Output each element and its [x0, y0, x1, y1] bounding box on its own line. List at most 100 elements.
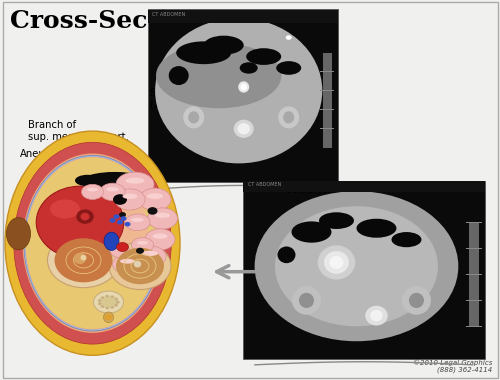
Ellipse shape	[134, 246, 166, 267]
Ellipse shape	[275, 206, 438, 326]
Bar	[469, 223, 479, 327]
Ellipse shape	[356, 219, 397, 238]
Bar	[148, 10, 338, 23]
Ellipse shape	[292, 222, 332, 243]
Ellipse shape	[106, 187, 119, 192]
Circle shape	[113, 194, 127, 205]
Ellipse shape	[142, 251, 158, 256]
Ellipse shape	[240, 62, 258, 74]
Ellipse shape	[238, 123, 250, 135]
Bar	[466, 222, 482, 223]
Bar	[466, 300, 482, 301]
Ellipse shape	[392, 232, 422, 247]
Bar	[320, 90, 334, 91]
Ellipse shape	[292, 286, 321, 315]
Ellipse shape	[22, 154, 162, 333]
Ellipse shape	[82, 172, 148, 189]
Ellipse shape	[402, 286, 431, 315]
Ellipse shape	[147, 193, 163, 199]
Circle shape	[105, 295, 109, 298]
Circle shape	[286, 35, 292, 40]
Ellipse shape	[204, 36, 244, 55]
Ellipse shape	[137, 241, 148, 245]
Ellipse shape	[82, 184, 104, 200]
Circle shape	[105, 306, 109, 309]
Ellipse shape	[324, 251, 349, 274]
Circle shape	[104, 314, 112, 320]
Ellipse shape	[152, 234, 168, 239]
Ellipse shape	[87, 188, 98, 192]
Text: Aneurysm: Aneurysm	[20, 149, 84, 171]
Circle shape	[100, 305, 104, 308]
Circle shape	[116, 301, 119, 304]
Circle shape	[109, 242, 171, 290]
Ellipse shape	[110, 244, 130, 258]
Ellipse shape	[120, 259, 135, 264]
Ellipse shape	[254, 191, 458, 341]
Ellipse shape	[183, 106, 204, 128]
Circle shape	[116, 248, 164, 284]
Circle shape	[114, 304, 118, 307]
Ellipse shape	[52, 180, 148, 276]
Bar	[242, 180, 485, 359]
Ellipse shape	[155, 18, 322, 163]
Ellipse shape	[80, 255, 86, 261]
Ellipse shape	[75, 175, 100, 186]
Ellipse shape	[139, 188, 171, 211]
Text: Branch of
sup. mesenteric art.: Branch of sup. mesenteric art.	[28, 120, 128, 152]
Ellipse shape	[330, 256, 344, 269]
Circle shape	[117, 220, 123, 225]
Bar	[320, 71, 334, 72]
Ellipse shape	[131, 218, 144, 222]
Circle shape	[48, 233, 120, 288]
Bar	[466, 326, 482, 327]
Circle shape	[116, 301, 119, 304]
Ellipse shape	[26, 157, 160, 329]
Ellipse shape	[278, 106, 299, 128]
Circle shape	[100, 296, 104, 299]
Ellipse shape	[104, 312, 114, 323]
Ellipse shape	[365, 306, 388, 326]
Ellipse shape	[370, 310, 382, 321]
Ellipse shape	[278, 247, 295, 263]
Ellipse shape	[132, 238, 154, 253]
Circle shape	[110, 218, 116, 223]
Ellipse shape	[276, 61, 301, 75]
Ellipse shape	[145, 229, 175, 250]
Ellipse shape	[168, 66, 188, 85]
Ellipse shape	[409, 293, 424, 308]
Ellipse shape	[156, 43, 282, 108]
Text: ©2010 Legal Graphics
(888) 362-4114: ©2010 Legal Graphics (888) 362-4114	[413, 359, 492, 373]
Ellipse shape	[283, 111, 294, 124]
Bar	[322, 53, 332, 148]
Text: Aneurysm: Aneurysm	[288, 185, 342, 195]
Ellipse shape	[104, 232, 119, 250]
Ellipse shape	[234, 120, 254, 138]
Bar	[242, 181, 485, 192]
Circle shape	[110, 295, 114, 298]
Ellipse shape	[116, 172, 154, 196]
Ellipse shape	[134, 261, 141, 268]
Circle shape	[110, 306, 114, 309]
Ellipse shape	[5, 131, 180, 355]
Circle shape	[54, 238, 112, 282]
Bar	[466, 274, 482, 275]
Ellipse shape	[126, 177, 144, 184]
Text: CT ABDOMEN: CT ABDOMEN	[248, 182, 281, 187]
Bar	[466, 248, 482, 249]
Circle shape	[114, 298, 118, 301]
Ellipse shape	[80, 213, 90, 220]
Ellipse shape	[115, 247, 125, 250]
Circle shape	[114, 214, 119, 219]
Circle shape	[148, 207, 158, 215]
Ellipse shape	[14, 142, 171, 344]
Ellipse shape	[188, 111, 199, 124]
Bar	[148, 10, 338, 182]
Circle shape	[98, 302, 102, 305]
Bar	[320, 128, 334, 129]
Ellipse shape	[246, 48, 281, 65]
Bar	[320, 109, 334, 110]
Ellipse shape	[102, 297, 116, 307]
Ellipse shape	[115, 189, 145, 210]
Circle shape	[98, 299, 102, 302]
